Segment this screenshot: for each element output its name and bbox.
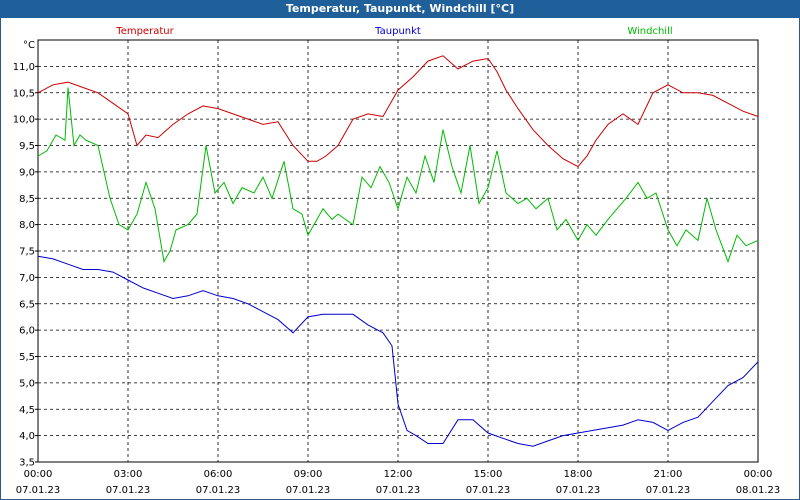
x-tick-date-label: 07.01.23 [16,485,61,496]
series-line-temperatur [37,55,759,168]
x-tick-date-label: 07.01.23 [106,485,151,496]
x-tick-time-label: 00:00 [24,469,53,480]
x-tick-time-label: 15:00 [474,469,503,480]
x-tick-time-label: 03:00 [114,469,143,480]
y-tick-label: 10,0 [13,115,35,126]
y-tick-label: 6,0 [19,326,35,337]
y-tick-label: 10,5 [13,88,35,99]
chart-grid [37,40,759,463]
x-tick-time-label: 21:00 [654,469,683,480]
chart-labels: 3,5 4,0 4,5 5,0 5,5 6,0 6,5 7,0 7,5 8,0 8,5 9,0 9,5 1… [13,26,781,496]
window-title: Temperatur, Taupunkt, Windchill [°C] [0,0,800,18]
y-tick-label: 4,5 [19,405,35,416]
y-tick-label: 6,5 [19,299,35,310]
y-axis-label: °C [23,40,35,51]
series-line-taupunkt [37,255,759,447]
y-tick-label: 9,5 [19,141,35,152]
y-tick-label: 3,5 [19,458,35,469]
legend-temperatur: Temperatur [115,26,174,37]
y-tick-label: 9,0 [19,167,35,178]
y-tick-label: 8,0 [19,220,35,231]
chart-series [37,55,759,447]
legend-windchill: Windchill [627,26,672,37]
x-tick-date-label: 07.01.23 [286,485,331,496]
x-tick-time-label: 00:00 [744,469,773,480]
legend-taupunkt: Taupunkt [374,26,421,37]
x-tick-date-label: 07.01.23 [466,485,511,496]
y-tick-label: 8,5 [19,194,35,205]
x-tick-date-label: 08.01.23 [736,485,781,496]
chart-axes [35,39,759,463]
x-tick-time-label: 12:00 [384,469,413,480]
x-tick-time-label: 18:00 [564,469,593,480]
y-tick-label: 4,0 [19,431,35,442]
y-tick-label: 11,0 [13,62,35,73]
y-tick-label: 7,0 [19,273,35,284]
y-tick-label: 7,5 [19,247,35,258]
x-tick-date-label: 07.01.23 [646,485,691,496]
x-tick-time-label: 06:00 [204,469,233,480]
y-tick-label: 5,5 [19,352,35,363]
x-tick-date-label: 07.01.23 [556,485,601,496]
x-tick-date-label: 07.01.23 [376,485,421,496]
plot-frame [37,39,759,463]
y-tick-label: 5,0 [19,378,35,389]
x-tick-time-label: 09:00 [294,469,323,480]
x-tick-date-label: 07.01.23 [196,485,241,496]
series-line-windchill [37,87,759,264]
